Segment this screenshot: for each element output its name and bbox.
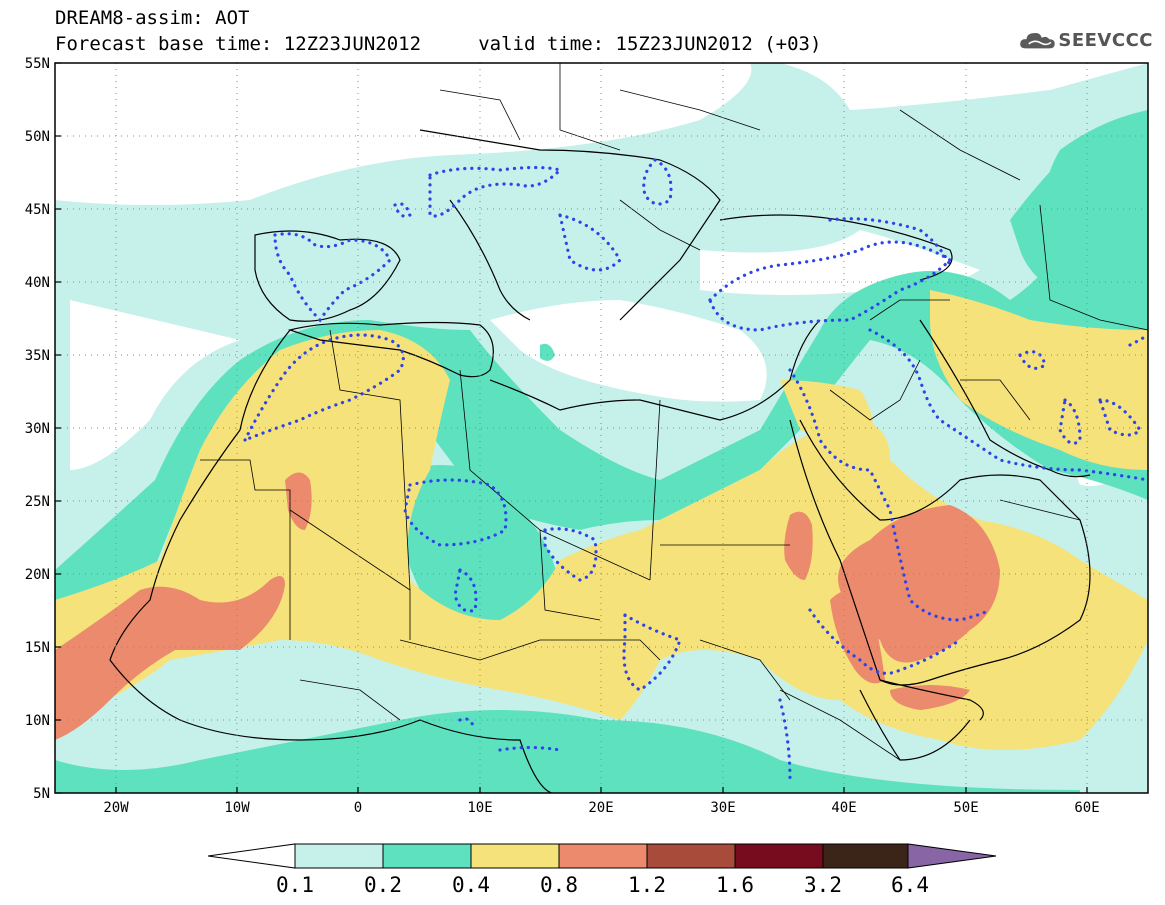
lon-label-60e: 60E <box>1074 800 1099 816</box>
colorbar-lower-triangle <box>207 843 296 869</box>
colorbar-label-1.6: 1.6 <box>716 873 754 897</box>
gridlines <box>55 63 1148 793</box>
colorbar-segment-3.2 <box>822 843 909 869</box>
colorbar-label-3.2: 3.2 <box>804 873 842 897</box>
forecast-time-subtitle: Forecast base time: 12Z23JUN2012 valid t… <box>55 33 822 55</box>
lat-label-35n: 35N <box>25 348 50 364</box>
lat-label-5n: 5N <box>33 786 50 802</box>
lat-label-40n: 40N <box>25 275 50 291</box>
lat-label-10n: 10N <box>25 713 50 729</box>
aot-low-region <box>55 63 1148 110</box>
lon-label-20w: 20W <box>103 800 129 816</box>
lon-label-20e: 20E <box>588 800 613 816</box>
colorbar-label-6.4: 6.4 <box>891 873 929 897</box>
colorbar-upper-triangle <box>907 843 997 869</box>
colorbar-segment-1.6 <box>734 843 824 869</box>
latitude-labels: 55N 50N 45N 40N 35N 30N 25N 20N 15N 10N … <box>25 56 50 802</box>
longitude-labels: 20W 10W 0 10E 20E 30E 40E 50E 60E <box>103 800 1099 816</box>
lat-label-50n: 50N <box>25 129 50 145</box>
colorbar-label-0.8: 0.8 <box>540 873 578 897</box>
colorbar-label-0.4: 0.4 <box>452 873 490 897</box>
aot-field <box>55 63 1148 793</box>
lon-label-50e: 50E <box>953 800 978 816</box>
cloud-logo-icon <box>1020 33 1055 49</box>
colorbar-segment-1.2 <box>646 843 736 869</box>
country-borders <box>200 63 1148 761</box>
lat-label-30n: 30N <box>25 421 50 437</box>
lat-label-20n: 20N <box>25 567 50 583</box>
colorbar-segment-0.2 <box>382 843 472 869</box>
lat-label-55n: 55N <box>25 56 50 72</box>
logo-text: SEEVCCC <box>1058 29 1153 51</box>
colorbar-label-0.2: 0.2 <box>364 873 402 897</box>
colorbar-segment-0.8 <box>558 843 648 869</box>
colorbar-label-1.2: 1.2 <box>628 873 666 897</box>
lon-label-10w: 10W <box>224 800 250 816</box>
aot-level-0.8 <box>55 576 285 740</box>
lon-label-40e: 40E <box>831 800 856 816</box>
chart-title: DREAM8-assim: AOT <box>55 7 250 29</box>
lon-label-30e: 30E <box>710 800 735 816</box>
assim-contours <box>241 158 1148 782</box>
colorbar: 0.1 0.2 0.4 0.8 1.2 1.6 3.2 6.4 <box>207 843 997 897</box>
lon-label-0: 0 <box>354 800 362 816</box>
colorbar-segment-0.1 <box>294 843 384 869</box>
lat-label-25n: 25N <box>25 494 50 510</box>
lat-label-15n: 15N <box>25 640 50 656</box>
lat-label-45n: 45N <box>25 202 50 218</box>
colorbar-label-0.1: 0.1 <box>276 873 314 897</box>
colorbar-segment-0.4 <box>470 843 560 869</box>
seevccc-logo: SEEVCCC <box>1018 24 1153 56</box>
lon-label-10e: 10E <box>467 800 492 816</box>
axis-ticks <box>55 62 1088 794</box>
